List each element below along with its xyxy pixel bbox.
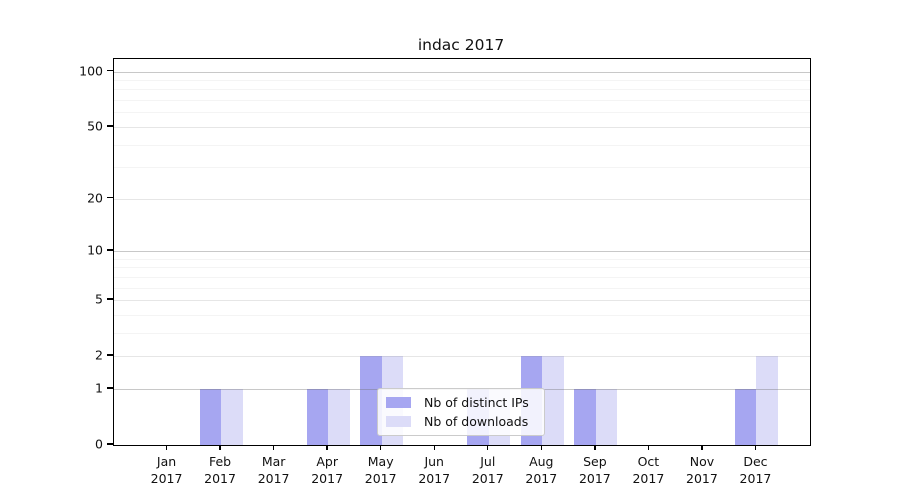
legend-swatch-distinct-ips — [386, 397, 411, 408]
y-tick-label: 10 — [87, 242, 103, 258]
bar-feb-downloads — [221, 388, 243, 445]
gridline-minor — [114, 100, 810, 102]
x-tick-label-aug: Aug 2017 — [525, 454, 558, 486]
y-tick-mark — [107, 354, 113, 356]
gridline-minor — [114, 276, 810, 278]
x-tick-label-dec: Dec 2017 — [739, 454, 772, 486]
x-tick-label-apr: Apr 2017 — [311, 454, 344, 486]
gridline-major — [114, 300, 810, 302]
y-tick-mark — [107, 298, 113, 300]
bar-sep-distinct-ips — [574, 388, 596, 445]
gridline-major — [114, 198, 810, 200]
bar-dec-distinct-ips — [734, 388, 757, 445]
bar-may-distinct-ips — [360, 356, 382, 445]
x-tick-label-nov: Nov 2017 — [686, 454, 718, 486]
legend-label-downloads: Nb of downloads — [424, 414, 529, 429]
gridline-minor — [114, 287, 810, 289]
x-tick-mark — [701, 445, 703, 451]
x-tick-label-may: May 2017 — [364, 454, 397, 486]
x-tick-mark — [540, 445, 542, 451]
x-tick-mark — [326, 445, 328, 451]
x-tick-label-feb: Feb 2017 — [204, 454, 236, 486]
x-tick-label-mar: Mar 2017 — [257, 454, 290, 486]
bar-aug-downloads — [542, 356, 564, 445]
x-tick-mark — [487, 445, 489, 451]
gridline-minor — [114, 267, 810, 269]
gridlines-layer — [114, 59, 810, 445]
y-tick-label: 2 — [95, 347, 103, 363]
x-tick-label-jan: Jan 2017 — [150, 454, 183, 486]
y-tick-label: 1 — [95, 380, 103, 396]
x-tick-label-sep: Sep 2017 — [578, 454, 611, 486]
y-tick-label: 20 — [87, 190, 103, 206]
legend-label-distinct-ips: Nb of distinct IPs — [424, 395, 529, 410]
bar-feb-distinct-ips — [199, 388, 222, 445]
gridline-decade — [114, 250, 810, 252]
gridline-minor — [114, 258, 810, 260]
bar-dec-downloads — [756, 356, 778, 445]
gridline-minor — [114, 80, 810, 82]
chart-title: indac 2017 — [417, 36, 505, 54]
legend-row: Nb of downloads — [386, 414, 536, 429]
x-tick-mark — [219, 445, 221, 451]
y-tick-mark — [107, 69, 113, 72]
x-tick-label-oct: Oct 2017 — [632, 454, 665, 486]
gridline-major — [114, 356, 810, 358]
bar-apr-downloads — [328, 388, 350, 445]
legend-swatch-downloads — [386, 416, 411, 427]
gridline-minor — [114, 144, 810, 146]
legend: Nb of distinct IPs Nb of downloads — [377, 388, 545, 436]
gridline-minor — [114, 112, 810, 114]
gridline-minor — [114, 314, 810, 316]
x-tick-label-jul: Jul 2017 — [471, 454, 504, 486]
x-tick-mark — [165, 445, 168, 451]
gridline-major — [114, 126, 810, 128]
x-tick-mark — [272, 445, 275, 451]
plot-area — [113, 58, 811, 446]
y-tick-label: 50 — [87, 118, 103, 134]
y-tick-label: 100 — [79, 63, 103, 79]
legend-row: Nb of distinct IPs — [386, 395, 536, 410]
y-tick-mark — [107, 249, 113, 251]
x-tick-mark — [647, 445, 650, 451]
x-tick-mark — [594, 445, 596, 451]
bar-apr-distinct-ips — [306, 388, 329, 445]
x-tick-label-jun: Jun 2017 — [418, 454, 451, 486]
gridline-minor — [114, 167, 810, 169]
x-tick-mark — [754, 445, 757, 451]
bar-sep-downloads — [595, 388, 618, 445]
y-tick-label: 5 — [95, 291, 103, 307]
x-tick-mark — [433, 445, 435, 451]
y-tick-mark — [107, 125, 113, 127]
y-tick-mark — [107, 443, 113, 445]
y-tick-label: 0 — [95, 436, 103, 452]
x-tick-mark — [379, 445, 382, 451]
gridline-minor — [114, 332, 810, 334]
y-tick-mark — [107, 387, 113, 389]
gridline-decade — [114, 71, 810, 73]
y-tick-mark — [107, 196, 113, 199]
gridline-minor — [114, 89, 810, 91]
